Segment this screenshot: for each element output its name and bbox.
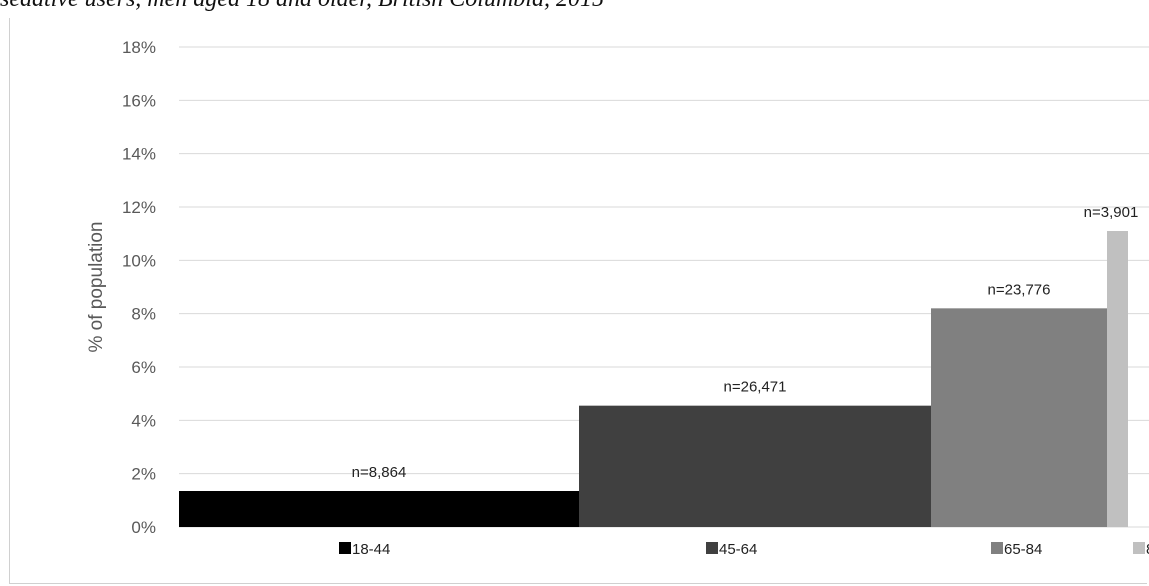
- data-label: n=23,776: [988, 281, 1051, 298]
- data-label: n=8,864: [352, 464, 407, 481]
- y-tick-label: 10%: [122, 251, 156, 270]
- bar-18-44: [179, 491, 579, 527]
- y-axis-ticks: 0% 2% 4% 6% 8% 10% 12% 14% 16% 18%: [122, 38, 156, 537]
- legend-swatch: [706, 542, 718, 554]
- legend-label: 45-64: [719, 541, 757, 558]
- legend-swatch: [991, 542, 1003, 554]
- y-tick-label: 16%: [122, 91, 156, 110]
- y-tick-label: 4%: [131, 411, 156, 430]
- bar-45-64: [579, 405, 931, 527]
- data-label: n=3,901: [1084, 204, 1139, 221]
- y-tick-label: 18%: [122, 38, 156, 57]
- y-tick-label: 6%: [131, 358, 156, 377]
- chart-frame: [9, 18, 1147, 584]
- y-tick-label: 2%: [131, 465, 156, 484]
- y-axis-label: % of population: [86, 222, 107, 353]
- legend-swatch: [339, 542, 351, 554]
- y-tick-label: 0%: [131, 518, 156, 537]
- legend: 18-44 45-64 65-84 85+: [339, 541, 1149, 558]
- y-tick-label: 12%: [122, 198, 156, 217]
- y-tick-label: 14%: [122, 145, 156, 164]
- legend-label: 18-44: [352, 541, 390, 558]
- bars: [179, 231, 1128, 527]
- legend-label: 85+: [1146, 541, 1149, 558]
- data-labels: n=8,864 n=26,471 n=23,776 n=3,901: [352, 204, 1139, 481]
- legend-swatch: [1133, 542, 1145, 554]
- bar-85plus: [1107, 231, 1128, 527]
- y-tick-label: 8%: [131, 305, 156, 324]
- data-label: n=26,471: [724, 379, 787, 396]
- chart-title: sedative users, men aged 18 and older, B…: [0, 0, 604, 13]
- bar-65-84: [931, 308, 1107, 527]
- legend-label: 65-84: [1004, 541, 1042, 558]
